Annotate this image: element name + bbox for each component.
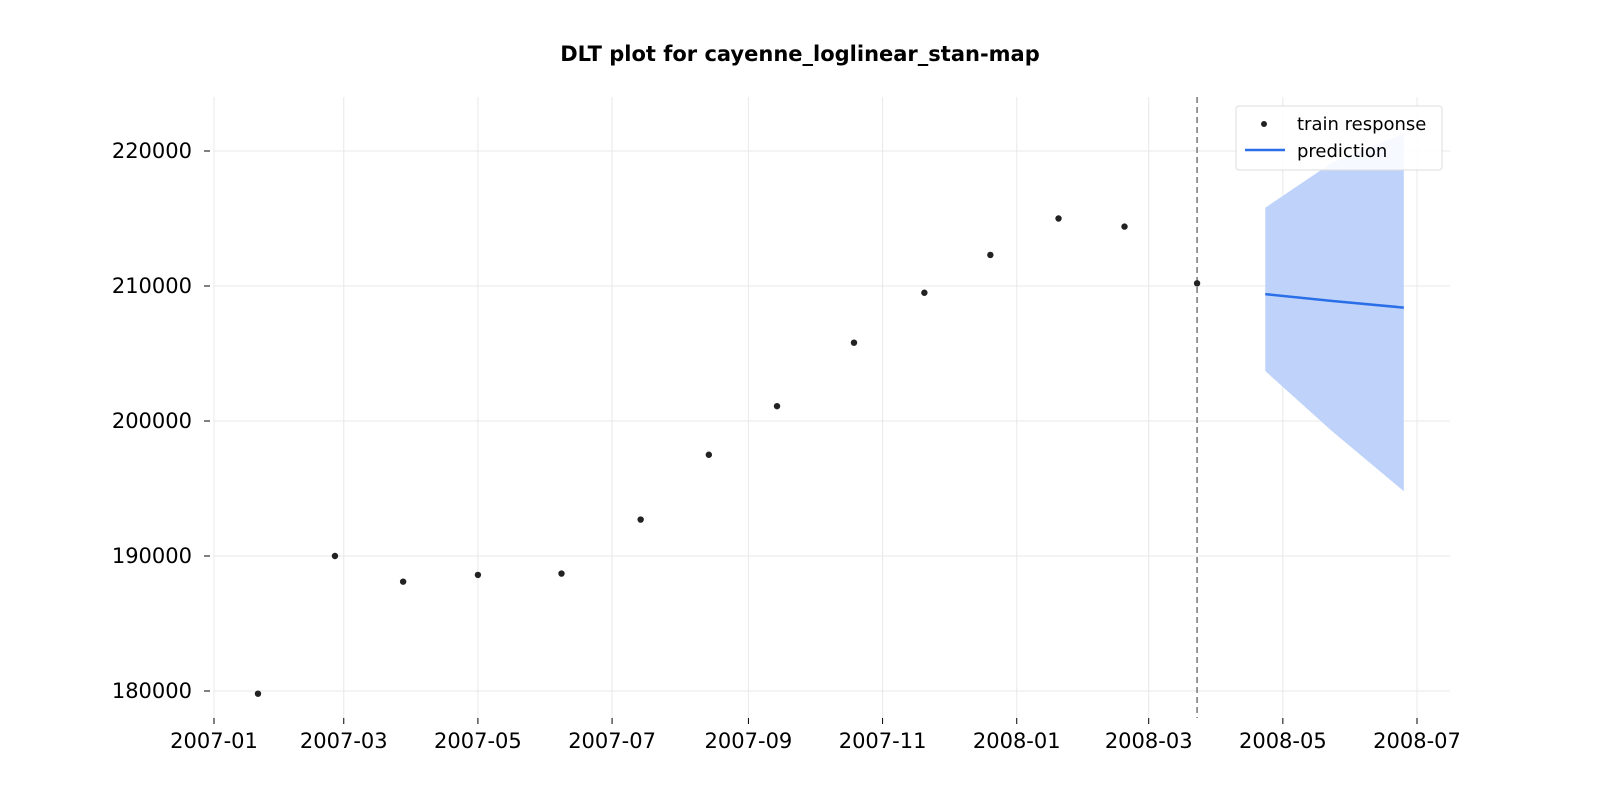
x-tick-label: 2007-11 bbox=[839, 729, 927, 753]
y-axis-ticks: 180000 190000 200000 210000 220000 bbox=[112, 139, 210, 703]
prediction-line bbox=[1265, 292, 1404, 309]
x-tick-label: 2008-05 bbox=[1239, 729, 1327, 753]
train-response-points bbox=[254, 215, 1201, 697]
y-tick-label: 210000 bbox=[112, 274, 192, 298]
y-tick-label: 200000 bbox=[112, 409, 192, 433]
y-tick-label: 180000 bbox=[112, 679, 192, 703]
train-response-point bbox=[637, 516, 644, 523]
train-response-point bbox=[921, 289, 928, 296]
train-response-point bbox=[558, 570, 565, 577]
legend-frame bbox=[1235, 105, 1443, 171]
x-tick-label: 2007-05 bbox=[434, 729, 522, 753]
prediction-band bbox=[1265, 133, 1404, 492]
prediction-series-line bbox=[1265, 292, 1404, 309]
x-tick-label: 2008-03 bbox=[1105, 729, 1193, 753]
x-tick-label: 2007-09 bbox=[705, 729, 793, 753]
train-response-point bbox=[1121, 223, 1128, 230]
train-response-point bbox=[1055, 215, 1062, 222]
train-response-point bbox=[254, 690, 262, 697]
train-response-point bbox=[1193, 280, 1201, 287]
train-response-point bbox=[987, 251, 994, 259]
grid-lines bbox=[213, 97, 1450, 718]
x-tick-label: 2007-07 bbox=[568, 729, 656, 753]
train-response-point bbox=[773, 402, 781, 410]
train-response-point bbox=[474, 571, 482, 579]
y-tick-label: 220000 bbox=[112, 139, 192, 163]
y-tick-label: 190000 bbox=[112, 544, 192, 568]
legend: train response prediction bbox=[1235, 105, 1443, 171]
legend-label-prediction: prediction bbox=[1297, 141, 1387, 162]
train-response-point bbox=[399, 578, 407, 585]
legend-label-train-response: train response bbox=[1297, 114, 1426, 135]
legend-marker-train-response bbox=[1261, 121, 1267, 127]
prediction-interval-area bbox=[1265, 133, 1404, 492]
x-tick-label: 2008-01 bbox=[973, 729, 1061, 753]
x-tick-label: 2007-03 bbox=[300, 729, 388, 753]
train-response-point bbox=[331, 552, 339, 560]
chart-title: DLT plot for cayenne_loglinear_stan-map bbox=[560, 42, 1040, 66]
x-tick-label: 2008-07 bbox=[1373, 729, 1461, 753]
x-tick-label: 2007-01 bbox=[170, 729, 258, 753]
train-response-point bbox=[850, 339, 858, 346]
x-axis-ticks: 2007-01 2007-03 2007-05 2007-07 2007-09 2007-… bbox=[170, 718, 1461, 753]
train-response-point bbox=[705, 451, 713, 458]
